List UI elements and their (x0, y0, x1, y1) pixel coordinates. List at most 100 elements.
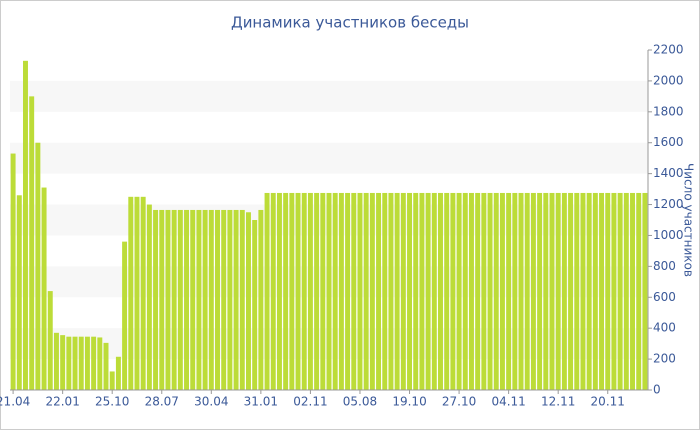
bar (425, 192, 431, 390)
bar (270, 192, 276, 390)
x-tick-label: 20.11 (591, 395, 625, 409)
y-tick-label: 0 (653, 383, 661, 397)
bar (592, 192, 598, 390)
bar (258, 209, 264, 390)
bar (468, 192, 474, 390)
bar (307, 192, 313, 390)
bar (499, 192, 505, 390)
bar (41, 187, 47, 390)
bar (450, 192, 456, 390)
bar (171, 209, 177, 390)
bar (506, 192, 512, 390)
bar (400, 192, 406, 390)
bar (518, 192, 524, 390)
bar (376, 192, 382, 390)
bar (97, 337, 103, 390)
bar (109, 371, 115, 390)
x-tick-label: 21.04 (0, 395, 30, 409)
bar (623, 192, 629, 390)
bar (493, 192, 499, 390)
bar (481, 192, 487, 390)
bar (208, 209, 214, 390)
x-tick-label: 28.07 (145, 395, 179, 409)
bar (190, 209, 196, 390)
bar (586, 192, 592, 390)
bar (140, 196, 146, 390)
x-tick-label: 04.11 (491, 395, 525, 409)
bar (177, 209, 183, 390)
bar (407, 192, 413, 390)
bar (568, 192, 574, 390)
bar (53, 332, 59, 390)
bar (221, 209, 227, 390)
bar (276, 192, 282, 390)
bar (363, 192, 369, 390)
y-tick-label: 600 (653, 290, 676, 304)
bar (543, 192, 549, 390)
y-tick-label: 1400 (653, 166, 684, 180)
bar (369, 192, 375, 390)
bar (314, 192, 320, 390)
bar (196, 209, 202, 390)
bar (431, 192, 437, 390)
bar (60, 335, 66, 390)
y-tick-label: 2000 (653, 73, 684, 87)
bar (122, 241, 128, 390)
bar (245, 212, 251, 390)
bar (345, 192, 351, 390)
bar (611, 192, 617, 390)
bar (605, 192, 611, 390)
bar (10, 153, 16, 390)
bar (146, 204, 152, 390)
x-tick-label: 25.10 (95, 395, 129, 409)
bar (326, 192, 332, 390)
bar (599, 192, 605, 390)
bar (283, 192, 289, 390)
x-tick-label: 02.11 (293, 395, 327, 409)
bar (239, 209, 245, 390)
bar (23, 60, 28, 391)
x-tick-label: 22.01 (45, 395, 79, 409)
bar (530, 192, 536, 390)
bar (165, 209, 171, 390)
y-tick-label: 2200 (653, 43, 684, 57)
bar (630, 192, 635, 390)
bar (289, 192, 295, 390)
bar (202, 209, 208, 390)
bar (388, 192, 394, 390)
bar (561, 192, 567, 390)
bar (128, 196, 134, 390)
x-tick-label: 30.04 (194, 395, 228, 409)
bar (301, 192, 307, 390)
y-tick-label: 1600 (653, 135, 684, 149)
bar (72, 336, 78, 390)
bar (524, 192, 530, 390)
bar (264, 192, 270, 390)
y-axis-label: Число участников (682, 163, 696, 277)
bar (438, 192, 443, 390)
bar (29, 96, 35, 390)
y-tick-label: 1200 (653, 197, 684, 211)
bar (351, 192, 357, 390)
bar (636, 192, 642, 390)
bar (35, 142, 41, 390)
chart-title: Динамика участников беседы (231, 14, 469, 32)
bar (332, 192, 338, 390)
bar (159, 209, 165, 390)
bar (215, 209, 220, 390)
bar (103, 342, 109, 390)
bar (382, 192, 388, 390)
x-tick-label: 31.01 (244, 395, 278, 409)
grid-band (10, 142, 648, 174)
bar (184, 209, 190, 390)
y-tick-label: 200 (653, 352, 676, 366)
bar (233, 209, 239, 390)
y-tick-label: 800 (653, 259, 676, 273)
bar (338, 192, 344, 390)
bar (320, 192, 326, 390)
bar (115, 356, 121, 390)
bar (456, 192, 462, 390)
bar (252, 220, 258, 390)
bar (512, 192, 518, 390)
bar (91, 336, 97, 390)
